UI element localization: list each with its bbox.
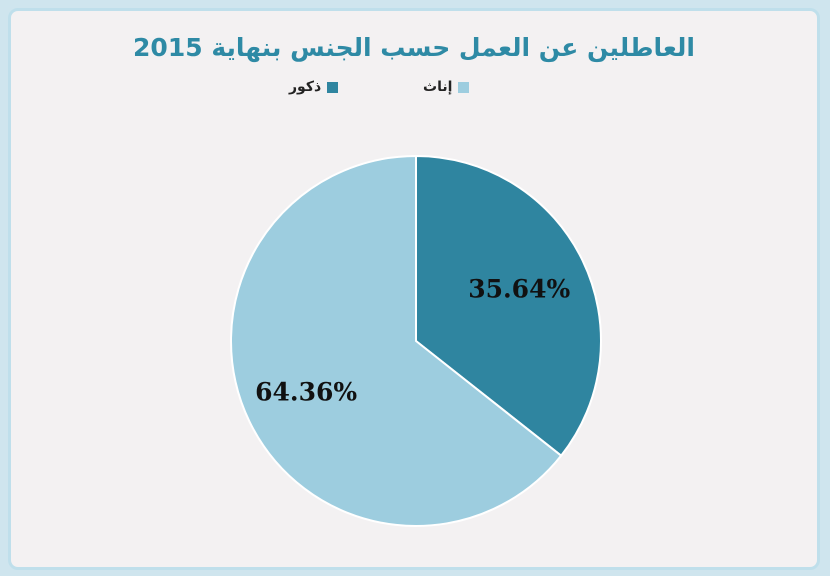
pie-chart: 35.64% 64.36% [230,154,602,527]
legend-label-males: ذكور [289,79,322,95]
legend-swatch-males [327,81,339,93]
pie-label-males: 35.64% [468,274,570,303]
legend-item-males: ذكور [289,79,339,95]
pie-label-females: 64.36% [255,378,357,407]
legend-swatch-females [458,81,470,93]
pie-slice-males [415,154,602,458]
pie-slice-females [230,154,563,527]
legend: ذكور إناث [11,79,817,101]
legend-label-females: إناث [423,79,453,95]
chart-frame: العاطلين عن العمل حسب الجنس بنهاية 2015 … [8,8,820,570]
legend-item-females: إناث [423,79,470,95]
chart-title: العاطلين عن العمل حسب الجنس بنهاية 2015 [133,33,695,62]
